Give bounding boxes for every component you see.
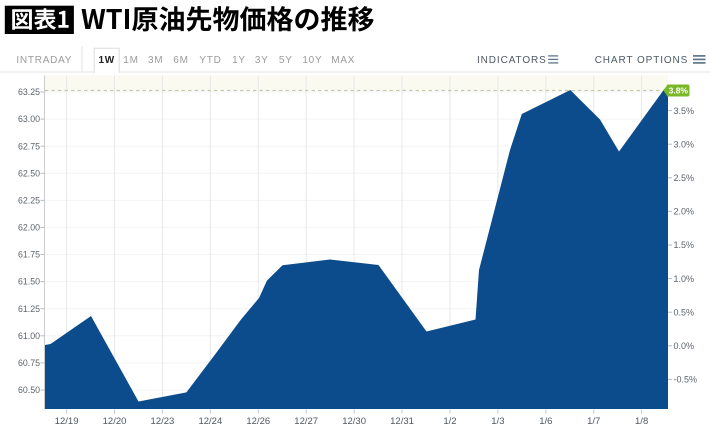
- svg-text:10Y: 10Y: [302, 55, 322, 66]
- svg-text:1/3: 1/3: [491, 416, 504, 427]
- svg-text:61.50: 61.50: [18, 277, 40, 287]
- svg-text:62.75: 62.75: [18, 141, 40, 151]
- svg-text:12/19: 12/19: [55, 416, 79, 427]
- svg-text:12/31: 12/31: [390, 416, 414, 427]
- svg-text:MAX: MAX: [331, 55, 355, 66]
- svg-text:6M: 6M: [173, 55, 188, 66]
- svg-text:63.00: 63.00: [18, 114, 40, 124]
- svg-text:2.5%: 2.5%: [674, 173, 695, 183]
- svg-text:YTD: YTD: [199, 55, 221, 66]
- svg-text:1/6: 1/6: [539, 416, 552, 427]
- svg-text:1/7: 1/7: [587, 416, 600, 427]
- svg-text:1.5%: 1.5%: [674, 240, 695, 250]
- svg-text:60.75: 60.75: [18, 358, 40, 368]
- svg-text:62.00: 62.00: [18, 223, 40, 233]
- svg-text:1/8: 1/8: [635, 416, 648, 427]
- svg-text:5Y: 5Y: [279, 55, 293, 66]
- svg-text:12/24: 12/24: [198, 416, 222, 427]
- svg-text:CHART OPTIONS: CHART OPTIONS: [595, 55, 689, 66]
- svg-text:62.50: 62.50: [18, 168, 40, 178]
- svg-text:1Y: 1Y: [232, 55, 246, 66]
- svg-text:3Y: 3Y: [255, 55, 269, 66]
- svg-text:12/20: 12/20: [103, 416, 127, 427]
- svg-text:60.50: 60.50: [18, 385, 40, 395]
- svg-text:12/26: 12/26: [246, 416, 270, 427]
- svg-text:INDICATORS: INDICATORS: [477, 55, 547, 66]
- svg-text:0.0%: 0.0%: [674, 341, 695, 351]
- svg-text:3.8%: 3.8%: [669, 86, 689, 96]
- svg-text:61.00: 61.00: [18, 331, 40, 341]
- svg-text:61.25: 61.25: [18, 304, 40, 314]
- svg-text:1W: 1W: [98, 55, 115, 66]
- svg-text:12/27: 12/27: [294, 416, 318, 427]
- svg-text:1.0%: 1.0%: [674, 274, 695, 284]
- svg-text:2.0%: 2.0%: [674, 207, 695, 217]
- svg-text:3M: 3M: [148, 55, 163, 66]
- svg-text:12/23: 12/23: [151, 416, 175, 427]
- svg-text:-0.5%: -0.5%: [674, 375, 698, 385]
- svg-text:INTRADAY: INTRADAY: [16, 55, 72, 66]
- svg-text:3.5%: 3.5%: [674, 106, 695, 116]
- svg-text:63.25: 63.25: [18, 87, 40, 97]
- svg-text:62.25: 62.25: [18, 196, 40, 206]
- svg-text:0.5%: 0.5%: [674, 307, 695, 317]
- svg-text:12/30: 12/30: [342, 416, 366, 427]
- svg-text:1M: 1M: [123, 55, 138, 66]
- svg-text:61.75: 61.75: [18, 250, 40, 260]
- svg-text:1/2: 1/2: [443, 416, 456, 427]
- svg-text:3.0%: 3.0%: [674, 139, 695, 149]
